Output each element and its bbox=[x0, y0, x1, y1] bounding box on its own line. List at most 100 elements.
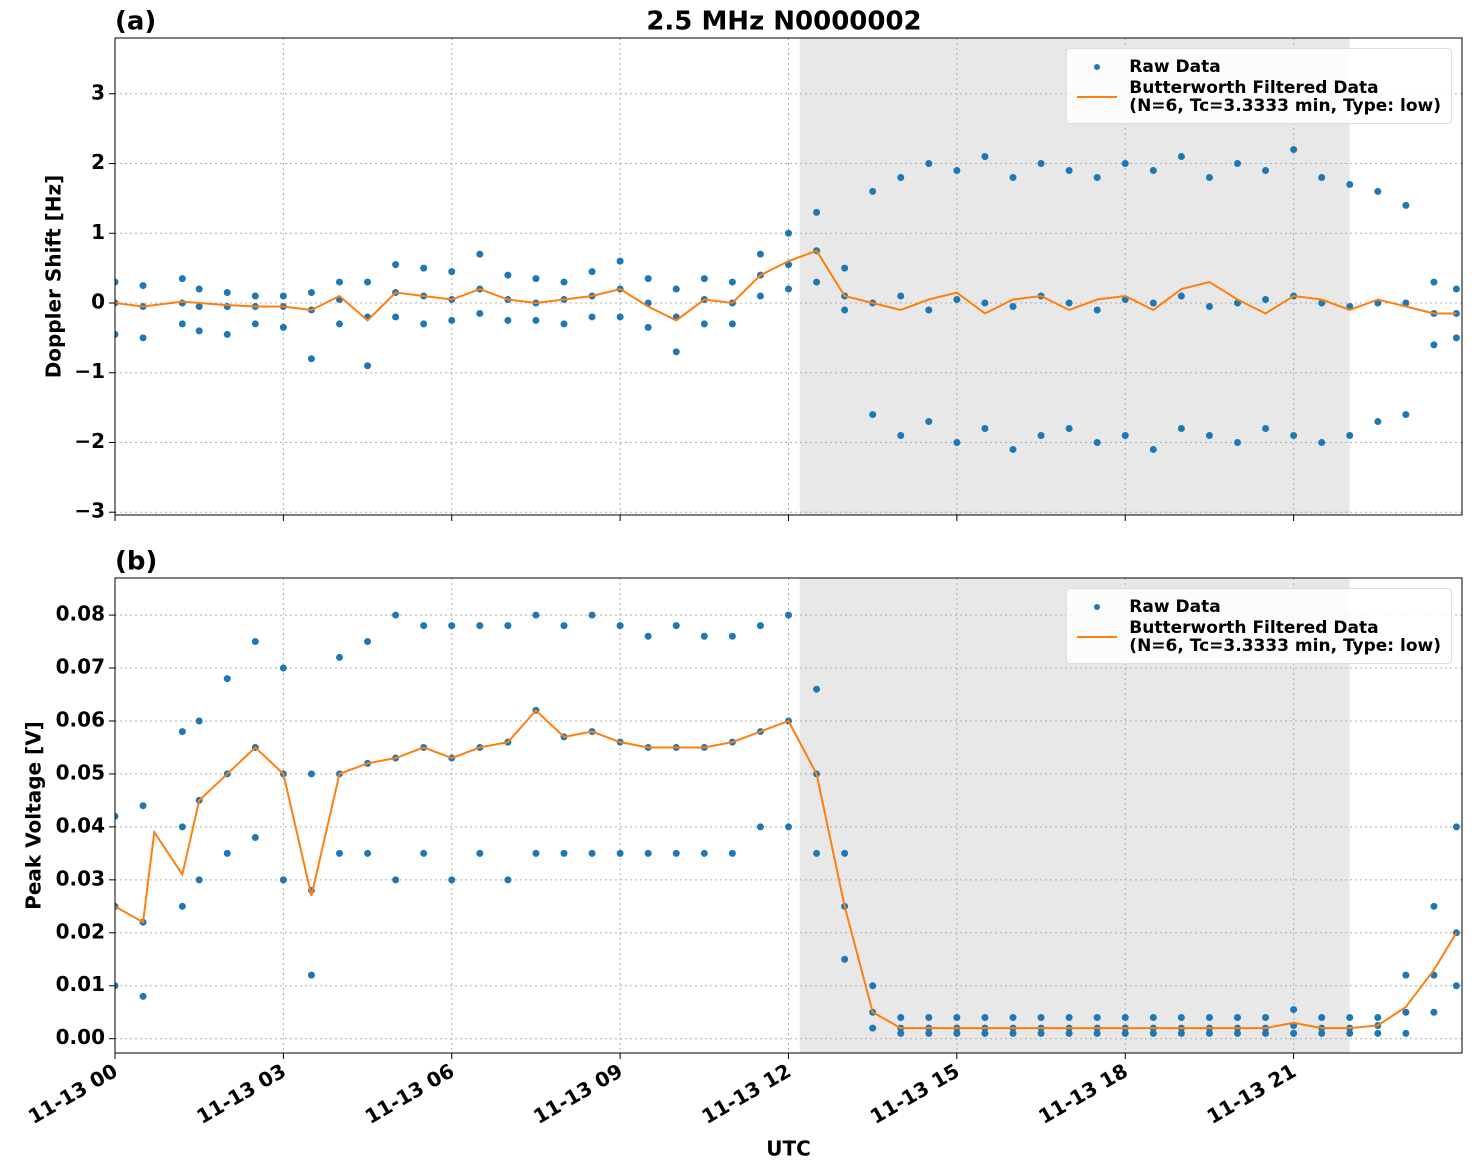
raw-point bbox=[841, 264, 849, 272]
raw-point bbox=[897, 173, 905, 181]
raw-point bbox=[1177, 292, 1185, 300]
raw-point bbox=[139, 992, 147, 1000]
x-tick-label: 11-13 00 bbox=[24, 1059, 122, 1129]
raw-point bbox=[1093, 1029, 1101, 1037]
raw-point bbox=[953, 296, 961, 304]
y-axis-label: Doppler Shift [Hz] bbox=[42, 175, 66, 379]
raw-point bbox=[1205, 1014, 1213, 1022]
raw-point bbox=[1177, 153, 1185, 161]
legend-item: Butterworth Filtered Data (N=6, Tc=3.333… bbox=[1077, 619, 1441, 655]
raw-point bbox=[981, 299, 989, 307]
raw-point bbox=[756, 622, 764, 630]
raw-point bbox=[841, 306, 849, 314]
raw-point bbox=[1402, 1008, 1410, 1016]
raw-point bbox=[1149, 1014, 1157, 1022]
y-axis-label: Peak Voltage [V] bbox=[22, 721, 46, 910]
raw-point bbox=[672, 622, 680, 630]
raw-point bbox=[392, 611, 400, 619]
raw-point bbox=[700, 275, 708, 283]
raw-point bbox=[1121, 432, 1129, 439]
raw-point bbox=[279, 876, 287, 884]
raw-point bbox=[1205, 1029, 1213, 1037]
raw-point bbox=[588, 611, 596, 619]
raw-point bbox=[223, 849, 231, 857]
raw-point bbox=[1374, 1029, 1382, 1037]
raw-point bbox=[1009, 302, 1017, 310]
raw-point bbox=[1262, 1014, 1270, 1022]
raw-point bbox=[195, 302, 203, 310]
raw-point bbox=[364, 278, 372, 286]
raw-point bbox=[925, 306, 933, 314]
raw-point bbox=[279, 292, 287, 300]
y-tick-label: −3 bbox=[74, 499, 105, 523]
raw-point bbox=[195, 876, 203, 884]
raw-point bbox=[756, 292, 764, 300]
legend-swatch bbox=[1077, 87, 1118, 107]
raw-point bbox=[307, 971, 315, 979]
raw-point bbox=[251, 833, 259, 841]
raw-point bbox=[1121, 1014, 1129, 1022]
raw-point bbox=[1318, 299, 1326, 307]
raw-point bbox=[1177, 1029, 1185, 1037]
x-tick-label: 11-13 15 bbox=[866, 1059, 964, 1129]
raw-point bbox=[1009, 1029, 1017, 1037]
raw-point bbox=[1009, 173, 1017, 181]
raw-point bbox=[616, 849, 624, 857]
raw-point bbox=[672, 348, 680, 356]
raw-point bbox=[1402, 971, 1410, 979]
raw-point bbox=[115, 982, 119, 990]
y-tick-label: 0.06 bbox=[56, 707, 105, 731]
raw-point bbox=[476, 309, 484, 317]
raw-point bbox=[336, 653, 343, 661]
raw-point bbox=[504, 622, 512, 630]
raw-point bbox=[1290, 146, 1298, 154]
raw-point bbox=[1149, 445, 1157, 453]
raw-point bbox=[981, 1029, 989, 1037]
raw-point bbox=[1205, 173, 1213, 181]
raw-point bbox=[897, 432, 905, 439]
raw-point bbox=[1290, 1006, 1298, 1014]
raw-point bbox=[925, 1029, 933, 1037]
raw-point bbox=[115, 812, 119, 820]
raw-point bbox=[644, 323, 652, 331]
x-tick-label: 11-13 12 bbox=[697, 1059, 795, 1129]
x-tick-label: 11-13 21 bbox=[1203, 1059, 1301, 1129]
raw-point bbox=[981, 425, 989, 433]
raw-point bbox=[1374, 187, 1382, 195]
raw-point bbox=[700, 320, 708, 328]
raw-point bbox=[1065, 1014, 1073, 1022]
raw-point bbox=[1093, 1014, 1101, 1022]
raw-point bbox=[728, 320, 736, 328]
raw-point bbox=[336, 320, 343, 328]
raw-point bbox=[178, 902, 186, 910]
raw-point bbox=[644, 275, 652, 283]
raw-point bbox=[420, 320, 428, 328]
x-tick-label: 11-13 09 bbox=[529, 1059, 627, 1129]
raw-point bbox=[1234, 438, 1241, 446]
raw-point bbox=[139, 334, 147, 342]
raw-point bbox=[728, 849, 736, 857]
raw-point bbox=[897, 292, 905, 300]
legend-label: Raw Data bbox=[1129, 57, 1221, 77]
raw-point bbox=[813, 685, 821, 693]
raw-point bbox=[1121, 160, 1129, 168]
raw-point bbox=[1093, 306, 1101, 314]
raw-point bbox=[785, 285, 792, 293]
raw-point bbox=[307, 289, 315, 297]
raw-point bbox=[195, 327, 203, 335]
raw-point bbox=[251, 638, 259, 646]
raw-point bbox=[1262, 425, 1270, 433]
raw-point bbox=[560, 849, 568, 857]
raw-point bbox=[420, 849, 428, 857]
raw-point bbox=[1149, 167, 1157, 174]
raw-point bbox=[307, 770, 315, 778]
raw-point bbox=[953, 1029, 961, 1037]
raw-point bbox=[223, 289, 231, 297]
raw-point bbox=[1374, 418, 1382, 426]
legend-label: Raw Data bbox=[1129, 597, 1221, 617]
raw-point bbox=[336, 849, 343, 857]
legend-label: Butterworth Filtered Data (N=6, Tc=3.333… bbox=[1129, 618, 1441, 656]
raw-point bbox=[588, 268, 596, 276]
raw-point bbox=[869, 1024, 877, 1032]
